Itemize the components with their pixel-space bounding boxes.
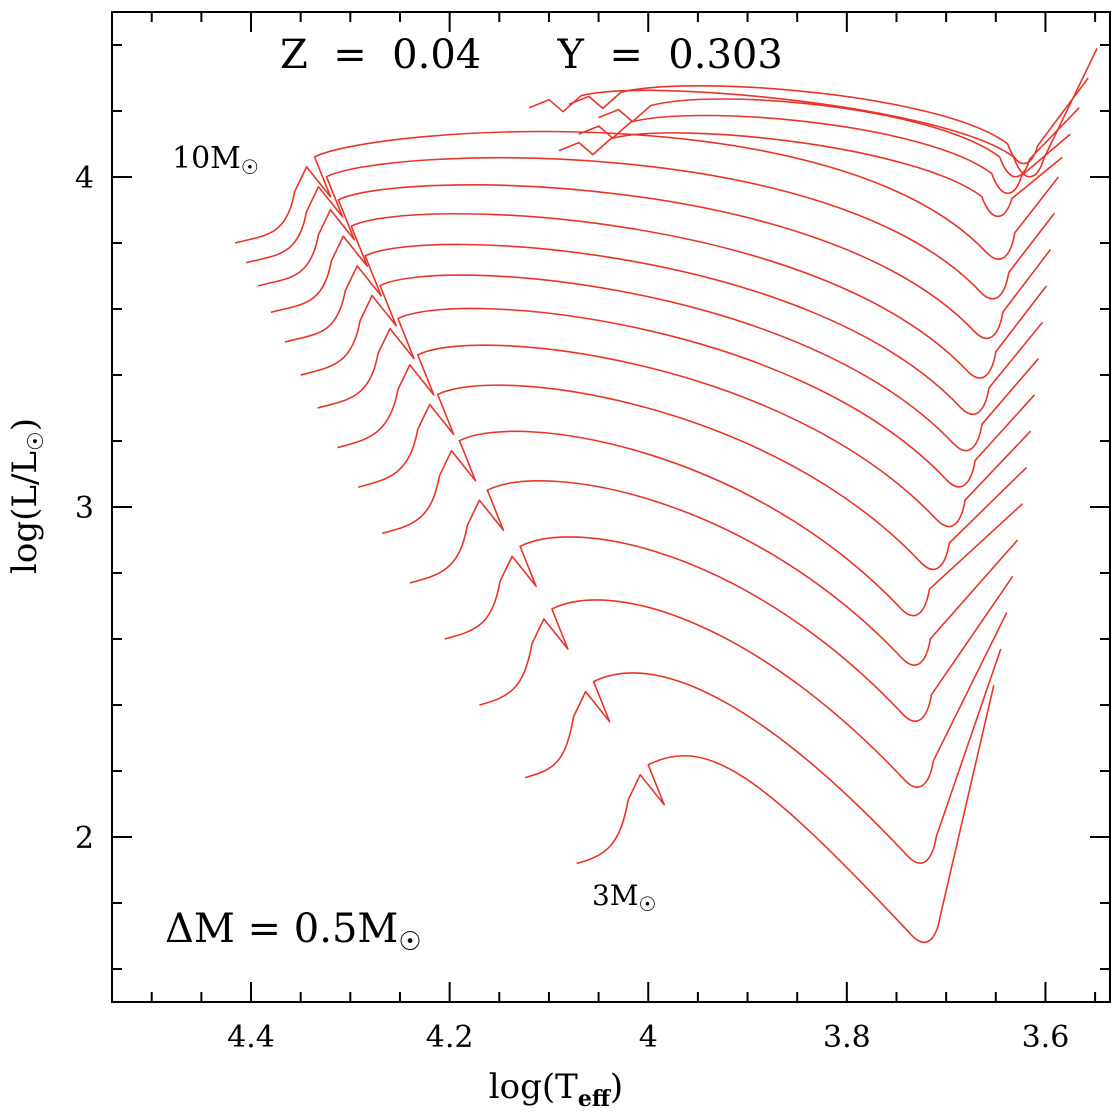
sun-symbol-icon: ☉ — [241, 155, 259, 179]
x-tick-label: 4.4 — [227, 1020, 275, 1055]
sun-symbol-icon: ☉ — [398, 927, 421, 957]
plot-frame — [111, 11, 1111, 1003]
upper-track-u2 — [578, 114, 1071, 194]
track-7.0-msun — [317, 307, 1036, 488]
upper-track-u1 — [558, 132, 1063, 217]
track-8.5-msun — [270, 212, 1048, 379]
composition-annotation: Z = 0.04 Y = 0.303 — [280, 32, 783, 78]
upper-track-u5 — [528, 47, 1098, 178]
upper-track-u3 — [598, 98, 1080, 178]
track-9.0-msun — [257, 184, 1052, 339]
track-10.0-msun — [234, 130, 1060, 260]
y-axis-label: log(L/L☉) — [5, 418, 49, 574]
track-5.0-msun — [409, 480, 1019, 666]
track-4.0-msun — [479, 599, 1008, 788]
x-tick-label: 4 — [639, 1020, 658, 1055]
upper-track-u4 — [568, 77, 1089, 165]
top-track-label: 10M☉ — [172, 141, 259, 179]
axis-ticks — [112, 12, 1110, 1002]
x-tick-label: 4.2 — [426, 1020, 474, 1055]
x-axis-label: log(Teff) — [489, 1067, 623, 1112]
y-tick-label: 4 — [75, 161, 94, 196]
track-3.0-msun — [576, 685, 995, 943]
track-3.5-msun — [524, 648, 1002, 864]
evolutionary-tracks — [234, 47, 1098, 943]
bottom-track-label: 3M☉ — [592, 879, 656, 916]
track-7.5-msun — [300, 274, 1040, 452]
track-8.0-msun — [284, 243, 1044, 415]
x-tick-label: 3.6 — [1022, 1020, 1070, 1055]
y-tick-label: 3 — [75, 491, 94, 526]
track-6.5-msun — [337, 344, 1032, 528]
x-tick-label: 3.8 — [823, 1020, 871, 1055]
y-tick-label: 2 — [75, 821, 94, 856]
track-4.5-msun — [444, 536, 1014, 722]
track-5.5-msun — [381, 430, 1024, 617]
sun-symbol-icon: ☉ — [24, 431, 49, 451]
mass-step-annotation: ΔM = 0.5M☉ — [165, 906, 422, 957]
track-6.0-msun — [358, 384, 1028, 570]
sun-symbol-icon: ☉ — [638, 892, 656, 916]
track-9.5-msun — [245, 156, 1056, 300]
axis-tick-labels: 4.4 4.2 4 3.8 3.6 2 3 4 — [75, 161, 1069, 1055]
